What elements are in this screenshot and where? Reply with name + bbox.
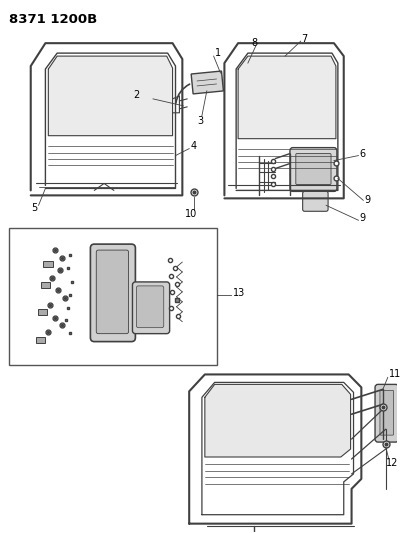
Text: 12: 12 — [386, 458, 398, 468]
FancyBboxPatch shape — [96, 250, 128, 334]
FancyBboxPatch shape — [380, 390, 393, 435]
Text: 1: 1 — [215, 48, 221, 58]
FancyBboxPatch shape — [296, 154, 331, 184]
Polygon shape — [48, 56, 173, 136]
Polygon shape — [205, 384, 351, 457]
Text: 10: 10 — [185, 209, 198, 219]
Text: 5: 5 — [31, 203, 37, 213]
FancyBboxPatch shape — [137, 286, 164, 328]
Text: 2: 2 — [133, 90, 140, 100]
Text: 8: 8 — [252, 38, 258, 48]
Text: 7: 7 — [302, 34, 308, 44]
Bar — [38, 309, 47, 315]
FancyBboxPatch shape — [290, 148, 337, 191]
Text: 4: 4 — [190, 141, 196, 151]
Text: 9: 9 — [360, 213, 366, 223]
Bar — [36, 337, 45, 343]
Text: 11: 11 — [389, 369, 401, 379]
Text: 3: 3 — [197, 116, 203, 126]
Text: 9: 9 — [364, 196, 370, 205]
Polygon shape — [238, 56, 336, 139]
FancyBboxPatch shape — [303, 191, 328, 211]
Text: 13: 13 — [233, 288, 246, 298]
FancyBboxPatch shape — [90, 244, 135, 342]
Polygon shape — [191, 71, 223, 94]
Bar — [44, 261, 53, 267]
Bar — [9, 228, 217, 366]
Text: 6: 6 — [360, 149, 366, 159]
FancyBboxPatch shape — [133, 282, 170, 334]
FancyBboxPatch shape — [375, 384, 398, 442]
Text: 8371 1200B: 8371 1200B — [9, 13, 97, 26]
Bar — [40, 282, 50, 288]
